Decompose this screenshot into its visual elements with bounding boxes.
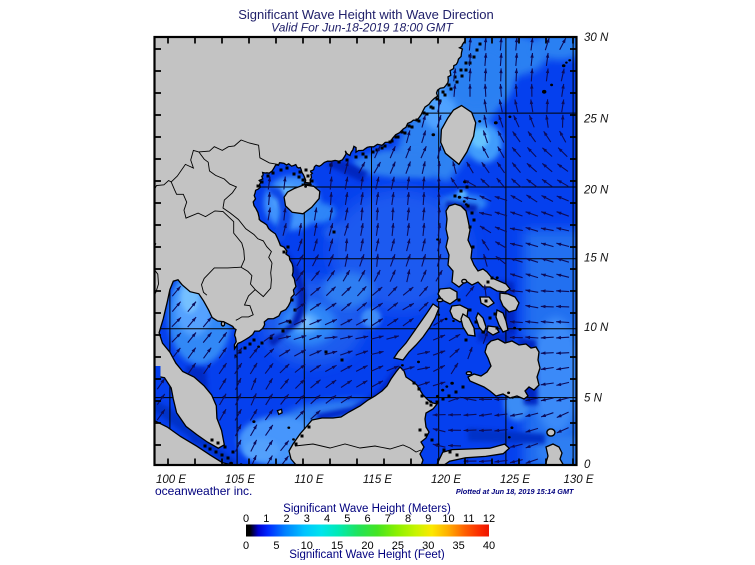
svg-text:15 N: 15 N [584,253,609,265]
svg-text:10: 10 [442,513,454,525]
svg-text:oceanweather inc.: oceanweather inc. [155,484,252,498]
svg-text:0: 0 [584,459,591,471]
svg-text:1: 1 [263,513,269,525]
svg-text:3: 3 [304,513,310,525]
svg-text:35: 35 [453,540,465,552]
svg-text:30: 30 [422,540,434,552]
svg-text:9: 9 [425,513,431,525]
svg-text:125 E: 125 E [500,474,530,486]
svg-text:Valid For Jun-18-2019 18:00 GM: Valid For Jun-18-2019 18:00 GMT [271,21,454,35]
svg-text:5: 5 [344,513,350,525]
svg-text:Significant Wave Height with W: Significant Wave Height with Wave Direct… [238,7,494,22]
svg-text:20 N: 20 N [583,185,609,197]
svg-text:7: 7 [385,513,391,525]
svg-text:6: 6 [364,513,370,525]
svg-text:10 N: 10 N [584,322,609,334]
svg-text:130 E: 130 E [563,474,593,486]
svg-text:15: 15 [331,540,343,552]
svg-text:Significant Wave Height (Feet): Significant Wave Height (Feet) [289,549,445,560]
svg-text:Significant Wave Height (Meter: Significant Wave Height (Meters) [283,503,451,515]
svg-text:2: 2 [283,513,289,525]
svg-text:20: 20 [361,540,373,552]
svg-text:40: 40 [483,540,495,552]
svg-text:5 N: 5 N [584,393,603,405]
svg-text:25: 25 [392,540,404,552]
svg-text:120 E: 120 E [431,474,461,486]
svg-text:30 N: 30 N [584,32,609,44]
svg-text:8: 8 [405,513,411,525]
svg-text:12: 12 [483,513,495,525]
svg-text:10: 10 [301,540,313,552]
svg-text:0: 0 [243,540,249,552]
svg-text:11: 11 [463,513,474,525]
svg-text:0: 0 [243,513,249,525]
svg-text:Plotted at Jun 18, 2019 15:14: Plotted at Jun 18, 2019 15:14 GMT [456,487,574,496]
svg-text:115 E: 115 E [363,474,393,486]
svg-text:25 N: 25 N [583,114,609,126]
svg-text:100 E: 100 E [156,474,186,486]
svg-text:4: 4 [324,513,330,525]
svg-text:105 E: 105 E [225,474,255,486]
svg-text:110 E: 110 E [294,474,324,486]
svg-text:5: 5 [273,540,279,552]
